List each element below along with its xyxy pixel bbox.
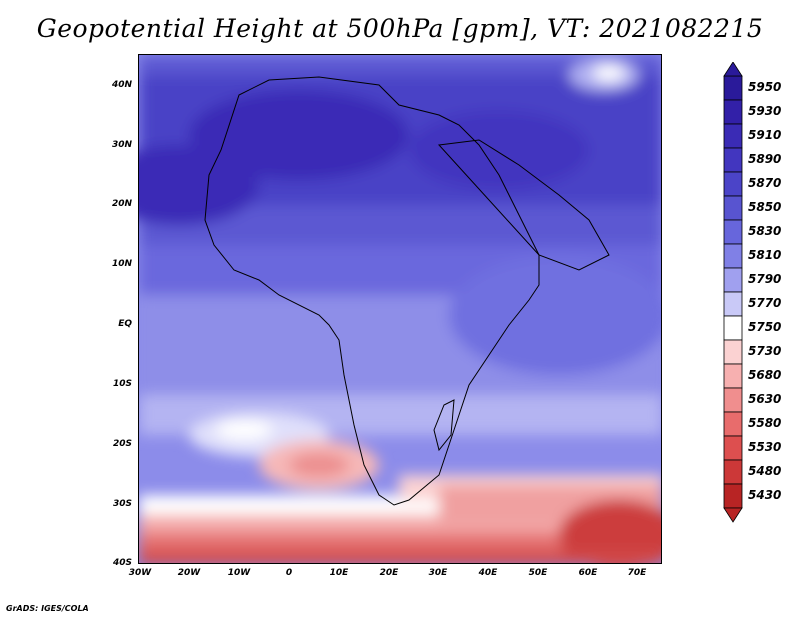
lat-label-20s: 20S [112, 439, 132, 449]
lon-label-70e: 70E [627, 568, 647, 578]
colorbar-lower-arrow [723, 507, 743, 523]
colorbar-cell [723, 147, 743, 173]
map-panel [138, 54, 662, 564]
lon-label-40e: 40E [478, 568, 498, 578]
colorbar-level-label: 5790 [748, 272, 782, 286]
colorbar-level-label: 5750 [748, 320, 782, 334]
lat-label-40s: 40S [112, 558, 132, 568]
footer-credit: GrADS: IGES/COLA [6, 604, 89, 613]
lat-label-30s: 30S [112, 499, 132, 509]
lon-label-50e: 50E [528, 568, 548, 578]
colorbar-cell [723, 99, 743, 125]
colorbar-cell [723, 483, 743, 509]
height-field-map [139, 55, 661, 563]
coastline-outline [204, 76, 610, 506]
colorbar-level-label: 5580 [748, 416, 782, 430]
colorbar-cell [723, 243, 743, 269]
lat-label-eq: EQ [118, 319, 132, 329]
colorbar-level-label: 5680 [748, 368, 782, 382]
lon-label-10w: 10W [227, 568, 251, 578]
height-field-shading [139, 55, 661, 563]
colorbar-cell [723, 75, 743, 101]
colorbar-level-label: 5530 [748, 440, 782, 454]
colorbar-cell [723, 411, 743, 437]
lon-label-10e: 10E [329, 568, 349, 578]
colorbar-level-label: 5890 [748, 152, 782, 166]
colorbar-cell [723, 435, 743, 461]
colorbar-cell [723, 339, 743, 365]
colorbar-cell [723, 387, 743, 413]
lon-label-0: 0 [285, 568, 293, 578]
chart-title: Geopotential Height at 500hPa [gpm], VT:… [36, 14, 764, 43]
colorbar-level-label: 5770 [748, 296, 782, 310]
colorbar-level-label: 5870 [748, 176, 782, 190]
colorbar-cell [723, 459, 743, 485]
colorbar-level-label: 5930 [748, 104, 782, 118]
colorbar-cell [723, 195, 743, 221]
colorbar-level-label: 5910 [748, 128, 782, 142]
colorbar-upper-arrow [723, 62, 743, 77]
lat-label-30n: 30N [111, 140, 132, 150]
lat-label-20n: 20N [111, 199, 132, 209]
lat-label-10n: 10N [111, 259, 132, 269]
colorbar-cell [723, 267, 743, 293]
colorbar-cell [723, 291, 743, 317]
lon-label-20e: 20E [379, 568, 399, 578]
lon-label-20w: 20W [177, 568, 201, 578]
lon-label-60e: 60E [578, 568, 598, 578]
lon-label-30e: 30E [428, 568, 448, 578]
lon-label-30w: 30W [128, 568, 152, 578]
colorbar-level-label: 5630 [748, 392, 782, 406]
colorbar-level-label: 5810 [748, 248, 782, 262]
colorbar-level-label: 5430 [748, 488, 782, 502]
colorbar-cell [723, 315, 743, 341]
colorbar-level-label: 5480 [748, 464, 782, 478]
colorbar-cell [723, 171, 743, 197]
colorbar-level-label: 5950 [748, 80, 782, 94]
colorbar [723, 62, 743, 523]
colorbar-cell [723, 219, 743, 245]
lat-label-10s: 10S [112, 379, 132, 389]
colorbar-level-label: 5850 [748, 200, 782, 214]
colorbar-cell [723, 363, 743, 389]
colorbar-cell [723, 123, 743, 149]
colorbar-level-label: 5730 [748, 344, 782, 358]
colorbar-level-label: 5830 [748, 224, 782, 238]
lat-label-40n: 40N [111, 80, 132, 90]
